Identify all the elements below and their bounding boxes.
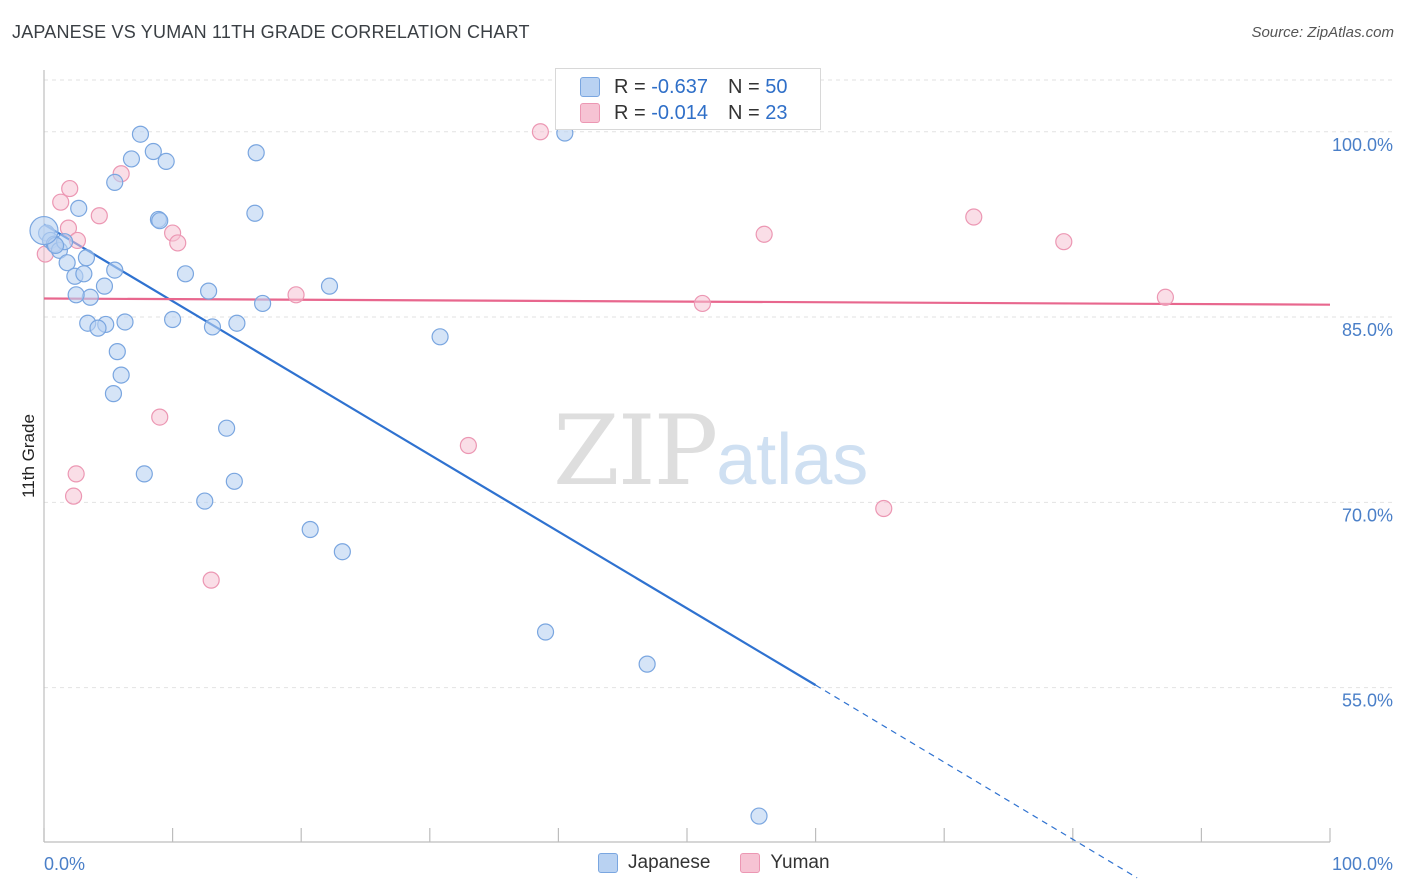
yuman-point bbox=[287, 286, 305, 304]
japanese-point bbox=[106, 173, 124, 192]
yuman-swatch bbox=[580, 103, 600, 123]
japanese-trend-line bbox=[43, 223, 817, 687]
legend-item-yuman[interactable]: Yuman bbox=[740, 852, 830, 874]
y-tick-label: 70.0% bbox=[1342, 505, 1393, 525]
japanese-point bbox=[320, 277, 339, 295]
yuman-point bbox=[169, 234, 187, 252]
japanese-point bbox=[218, 419, 236, 437]
japanese-point bbox=[254, 294, 272, 313]
japanese-point bbox=[638, 655, 656, 673]
yuman-point bbox=[90, 207, 108, 225]
yuman-point bbox=[531, 123, 549, 141]
yuman-point bbox=[202, 571, 220, 589]
japanese-point bbox=[67, 286, 85, 304]
japanese-point bbox=[95, 277, 114, 295]
y-tick-label: 85.0% bbox=[1342, 320, 1393, 340]
y-axis-label: 11th Grade bbox=[19, 414, 38, 498]
watermark: ZIPatlas bbox=[553, 395, 868, 507]
japanese-point bbox=[104, 385, 123, 403]
japanese-legend-swatch bbox=[598, 853, 618, 873]
japanese-point bbox=[225, 472, 243, 490]
japanese-point bbox=[70, 199, 88, 217]
legend-n-label: N = bbox=[727, 75, 760, 98]
legend-r-value: -0.637 bbox=[651, 75, 708, 98]
legend-r-label: R = bbox=[614, 101, 646, 124]
legend-n-value: 23 bbox=[765, 101, 788, 124]
yuman-point bbox=[64, 487, 83, 505]
grid-lines bbox=[44, 79, 1395, 689]
yuman-point bbox=[875, 499, 893, 518]
japanese-point bbox=[116, 313, 134, 331]
yuman-point bbox=[61, 179, 79, 198]
japanese-point bbox=[164, 310, 182, 329]
x-tick-label: 0.0% bbox=[44, 854, 85, 874]
legend-row-yuman: R = -0.014 N = 23 bbox=[580, 100, 787, 126]
japanese-point bbox=[301, 520, 319, 539]
yuman-trend-line bbox=[43, 297, 1331, 306]
axis-labels: 100.0% 85.0% 70.0% 55.0% 0.0% 100.0% 11th Grad… bbox=[19, 135, 1393, 874]
yuman-point bbox=[693, 294, 712, 313]
japanese-point bbox=[333, 543, 351, 561]
japanese-point bbox=[203, 318, 222, 336]
japanese-point bbox=[196, 492, 214, 510]
japanese-point bbox=[89, 319, 107, 337]
yuman-point bbox=[1156, 288, 1174, 306]
yuman-point bbox=[755, 225, 773, 243]
legend-row-japanese: R = -0.637 N = 50 bbox=[580, 74, 787, 100]
watermark-zip: ZIP bbox=[553, 395, 718, 507]
yuman-point bbox=[52, 193, 70, 211]
japanese-point bbox=[536, 623, 555, 641]
yuman-point bbox=[1055, 233, 1073, 251]
japanese-point bbox=[144, 142, 162, 161]
japanese-trend-extension bbox=[815, 684, 1138, 879]
yuman-point bbox=[459, 436, 477, 455]
legend-r-value: -0.014 bbox=[651, 101, 708, 124]
japanese-point bbox=[108, 343, 126, 361]
series-legend: Japanese Yuman bbox=[598, 852, 860, 874]
japanese-point bbox=[77, 249, 96, 267]
japanese-point bbox=[122, 150, 141, 168]
japanese-point bbox=[75, 265, 93, 283]
yuman-legend-swatch bbox=[740, 853, 761, 873]
legend-r-label: R = bbox=[614, 75, 646, 98]
japanese-point bbox=[200, 282, 218, 300]
japanese-point bbox=[106, 261, 124, 279]
yuman-point bbox=[151, 408, 169, 426]
axes bbox=[43, 70, 1331, 843]
legend-label-japanese: Japanese bbox=[628, 852, 711, 873]
chart-title: JAPANESE VS YUMAN 11TH GRADE CORRELATION… bbox=[12, 22, 530, 42]
y-tick-label: 100.0% bbox=[1332, 135, 1393, 155]
legend-n-value: 50 bbox=[765, 75, 788, 98]
y-tick-label: 55.0% bbox=[1342, 691, 1393, 711]
japanese-point bbox=[81, 288, 99, 306]
japanese-point bbox=[29, 215, 59, 246]
japanese-point bbox=[431, 328, 449, 346]
japanese-point bbox=[176, 265, 195, 283]
japanese-point bbox=[58, 254, 76, 272]
x-tick-label: 100.0% bbox=[1332, 854, 1393, 874]
legend-n-label: N = bbox=[727, 101, 760, 124]
japanese-point bbox=[135, 465, 153, 483]
yuman-point bbox=[67, 465, 85, 483]
japanese-point bbox=[246, 204, 264, 222]
data-points bbox=[29, 123, 1174, 825]
yuman-point bbox=[965, 208, 983, 226]
japanese-point bbox=[228, 314, 246, 332]
watermark-atlas: atlas bbox=[716, 420, 869, 500]
japanese-swatch bbox=[580, 77, 600, 97]
legend-label-yuman: Yuman bbox=[770, 852, 830, 873]
japanese-point bbox=[157, 152, 175, 171]
japanese-point bbox=[131, 125, 150, 143]
japanese-point bbox=[112, 366, 130, 384]
stats-legend: R = -0.637 N = 50 R = -0.014 N = 23 bbox=[555, 68, 821, 130]
legend-item-japanese[interactable]: Japanese bbox=[598, 852, 710, 874]
source-label: Source: ZipAtlas.com bbox=[1251, 24, 1394, 41]
japanese-point bbox=[151, 212, 169, 230]
japanese-point bbox=[247, 144, 265, 162]
japanese-point bbox=[750, 807, 768, 825]
